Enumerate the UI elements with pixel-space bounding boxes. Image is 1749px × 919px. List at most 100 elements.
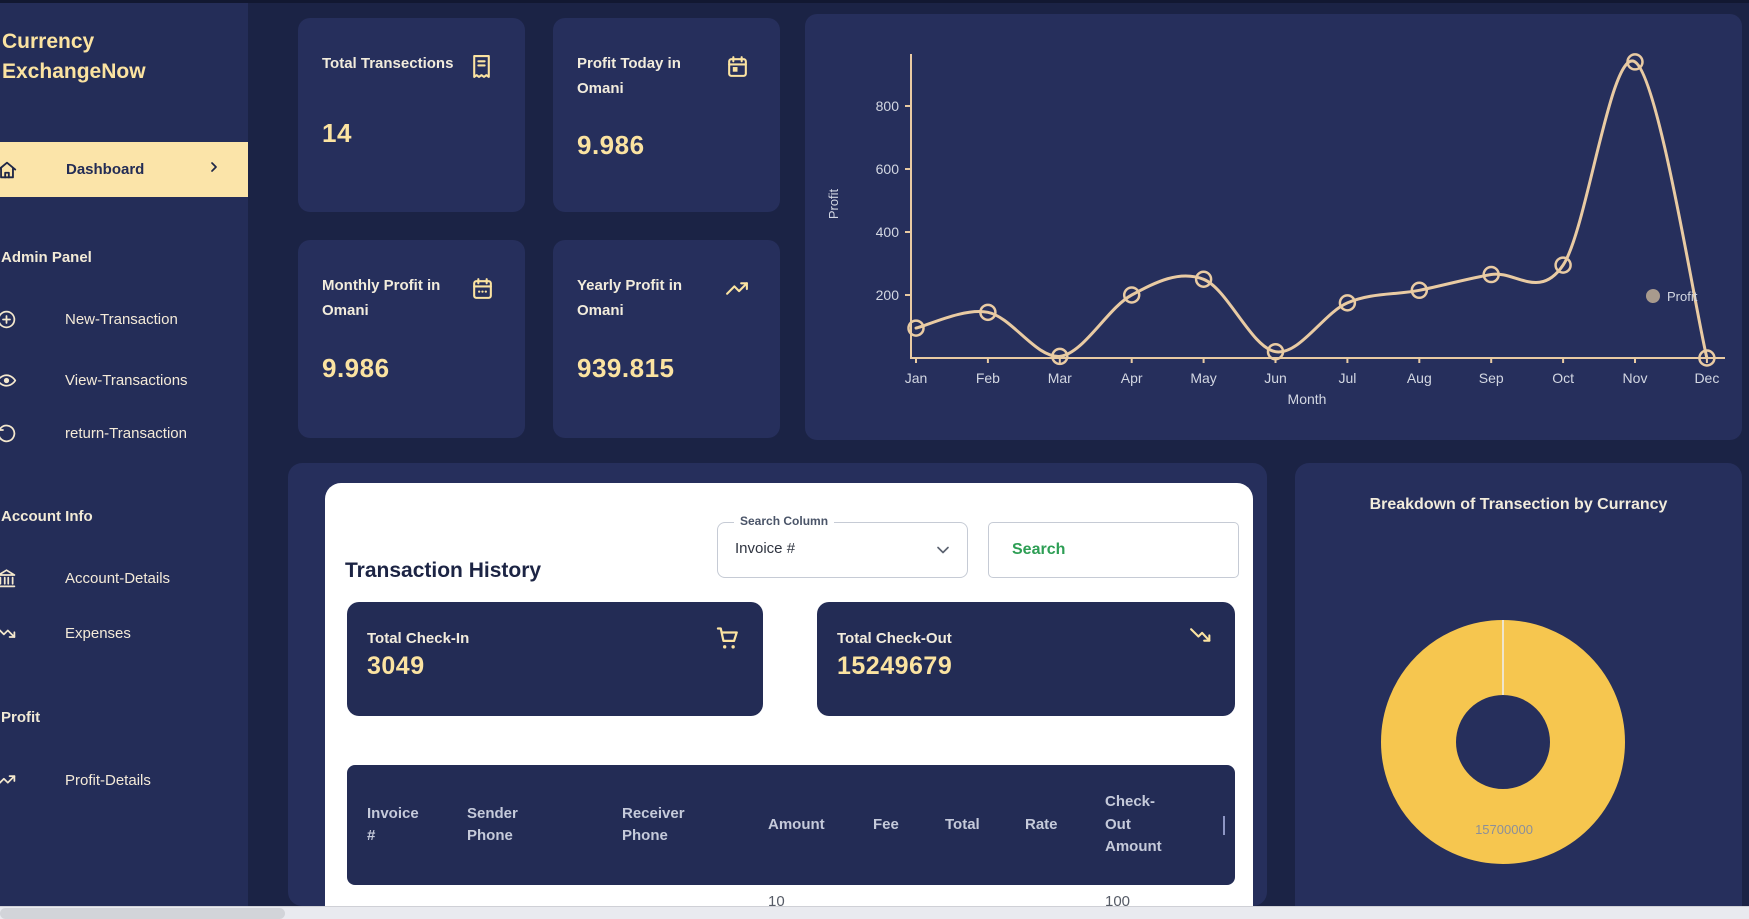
cell-sender-phone — [467, 885, 622, 906]
sidebar-section-admin-panel: Admin Panel — [1, 249, 92, 266]
stat-card-title: Profit Today in Omani — [577, 55, 681, 97]
horizontal-scrollbar[interactable] — [0, 906, 1749, 919]
search-column-select[interactable]: Search Column Invoice # — [717, 514, 968, 578]
sidebar-item-new-transaction[interactable]: New-Transaction — [0, 299, 248, 339]
cell-check-out-amount: 100 — [1105, 893, 1131, 906]
chevron-down-icon — [933, 540, 953, 565]
sidebar-item-label: Expenses — [65, 624, 131, 642]
svg-text:Jun: Jun — [1264, 370, 1287, 386]
stat-card-value: 939.815 — [577, 353, 675, 383]
sidebar-item-return-transaction[interactable]: return-Transaction — [0, 413, 248, 453]
transaction-history-panel: Transaction History Search Column Invoic… — [288, 463, 1267, 906]
sidebar-item-view-transactions[interactable]: View-Transactions — [0, 360, 248, 400]
sidebar-item-dashboard[interactable]: Dashboard — [0, 142, 248, 197]
profit-line-chart: 200 400 600 800 Jan Feb Mar Apr May Jun Jul Aug Sep O… — [826, 53, 1725, 407]
window-top-edge — [0, 0, 1749, 3]
svg-text:15700000: 15700000 — [1475, 822, 1533, 837]
currency-breakdown-title: Breakdown of Transection by Currancy — [1369, 496, 1668, 513]
column-header-check-out-amount: Check-Out Amount — [1105, 793, 1162, 856]
currency-breakdown-panel: Breakdown of Transection by Currancy 157… — [1295, 463, 1742, 906]
sidebar-section-account-info: Account Info — [1, 508, 93, 525]
trending-up-icon — [0, 770, 17, 791]
stat-card-title: Total Transections — [322, 55, 454, 72]
column-header-amount: Amount — [768, 815, 825, 833]
column-header-fee: Fee — [873, 815, 899, 833]
cell-amount: 10 — [768, 893, 785, 906]
trending-up-icon — [725, 276, 750, 306]
stat-card-yearly-profit: Yearly Profit in Omani 939.815 — [553, 240, 780, 438]
chevron-right-icon — [206, 159, 222, 180]
svg-text:Dec: Dec — [1694, 370, 1719, 386]
stat-card-value: 9.986 — [322, 353, 390, 383]
sidebar-item-label: return-Transaction — [65, 424, 187, 442]
calendar-month-icon — [470, 276, 495, 306]
sidebar-item-account-details[interactable]: Account-Details — [0, 558, 248, 598]
cell-invoice — [367, 885, 467, 906]
svg-text:Aug: Aug — [1407, 370, 1432, 386]
transaction-history-card: Transaction History Search Column Invoic… — [325, 483, 1253, 906]
cell-receiver-phone — [622, 885, 768, 906]
svg-text:200: 200 — [876, 287, 900, 303]
sidebar-item-expenses[interactable]: Expenses — [0, 613, 248, 653]
trending-down-icon — [0, 623, 17, 644]
search-button-label: Search — [1012, 541, 1066, 558]
total-check-in-value: 3049 — [367, 652, 425, 680]
svg-text:Mar: Mar — [1048, 370, 1072, 386]
column-header-rate: Rate — [1025, 815, 1058, 833]
column-header-sender-phone: Sender Phone — [467, 804, 518, 845]
sidebar-item-label: Account-Details — [65, 569, 171, 587]
table-header-divider — [1223, 816, 1225, 835]
cell-rate — [1025, 885, 1105, 906]
svg-text:Profit: Profit — [1667, 289, 1698, 304]
svg-text:Sep: Sep — [1479, 370, 1504, 386]
stat-card-profit-today: Profit Today in Omani 9.986 — [553, 18, 780, 212]
transactions-table-header: Invoice # Sender Phone Receiver Phone Am… — [347, 765, 1235, 885]
stat-card-value: 14 — [322, 118, 352, 148]
stat-card-value: 9.986 — [577, 130, 645, 160]
column-header-invoice: Invoice # — [367, 804, 419, 845]
currency-donut-chart: 15700000 — [1381, 620, 1625, 864]
app-brand: Currency ExchangeNow — [2, 30, 146, 84]
svg-text:Jan: Jan — [905, 370, 928, 386]
horizontal-scrollbar-thumb[interactable] — [0, 908, 285, 919]
calendar-icon — [725, 54, 750, 84]
column-header-total: Total — [945, 815, 980, 833]
cell-fee — [873, 885, 945, 906]
cart-icon — [714, 624, 741, 656]
svg-text:Jul: Jul — [1338, 370, 1356, 386]
stat-card-monthly-profit: Monthly Profit in Omani 9.986 — [298, 240, 525, 438]
table-row[interactable]: 10 100 — [347, 885, 1235, 906]
search-column-label: Search Column — [734, 514, 835, 528]
trending-down-icon — [1188, 624, 1213, 654]
transaction-history-heading: Transaction History — [345, 559, 542, 582]
cell-total — [945, 885, 1025, 906]
sidebar-section-profit: Profit — [1, 709, 41, 726]
search-column-value: Invoice # — [735, 540, 796, 557]
stat-card-title: Yearly Profit in Omani — [577, 277, 683, 319]
stat-card-total-transactions: Total Transections 14 — [298, 18, 525, 212]
total-check-in-card: Total Check-In 3049 — [347, 602, 763, 716]
sidebar: Currency ExchangeNow Dashboard Admin Pan… — [0, 3, 248, 906]
svg-text:Apr: Apr — [1121, 370, 1143, 386]
sidebar-item-label: View-Transactions — [65, 371, 188, 389]
search-button[interactable]: Search — [988, 522, 1239, 578]
total-check-out-label: Total Check-Out — [837, 630, 952, 647]
receipt-icon — [469, 54, 494, 84]
stat-card-title: Monthly Profit in Omani — [322, 277, 441, 319]
total-check-out-value: 15249679 — [837, 652, 953, 680]
svg-text:Feb: Feb — [976, 370, 1000, 386]
sidebar-item-profit-details[interactable]: Profit-Details — [0, 760, 248, 800]
total-check-out-card: Total Check-Out 15249679 — [817, 602, 1235, 716]
eye-icon — [0, 370, 17, 391]
sidebar-item-label: Profit-Details — [65, 771, 151, 789]
sidebar-item-label: New-Transaction — [65, 310, 178, 328]
svg-text:600: 600 — [876, 161, 900, 177]
plus-circle-icon — [0, 309, 17, 330]
svg-text:Month: Month — [1288, 391, 1327, 407]
svg-text:May: May — [1190, 370, 1216, 386]
svg-text:800: 800 — [876, 98, 900, 114]
svg-text:Profit: Profit — [826, 188, 841, 219]
svg-text:Nov: Nov — [1623, 370, 1648, 386]
svg-text:Oct: Oct — [1552, 370, 1574, 386]
column-header-receiver-phone: Receiver Phone — [622, 804, 685, 845]
